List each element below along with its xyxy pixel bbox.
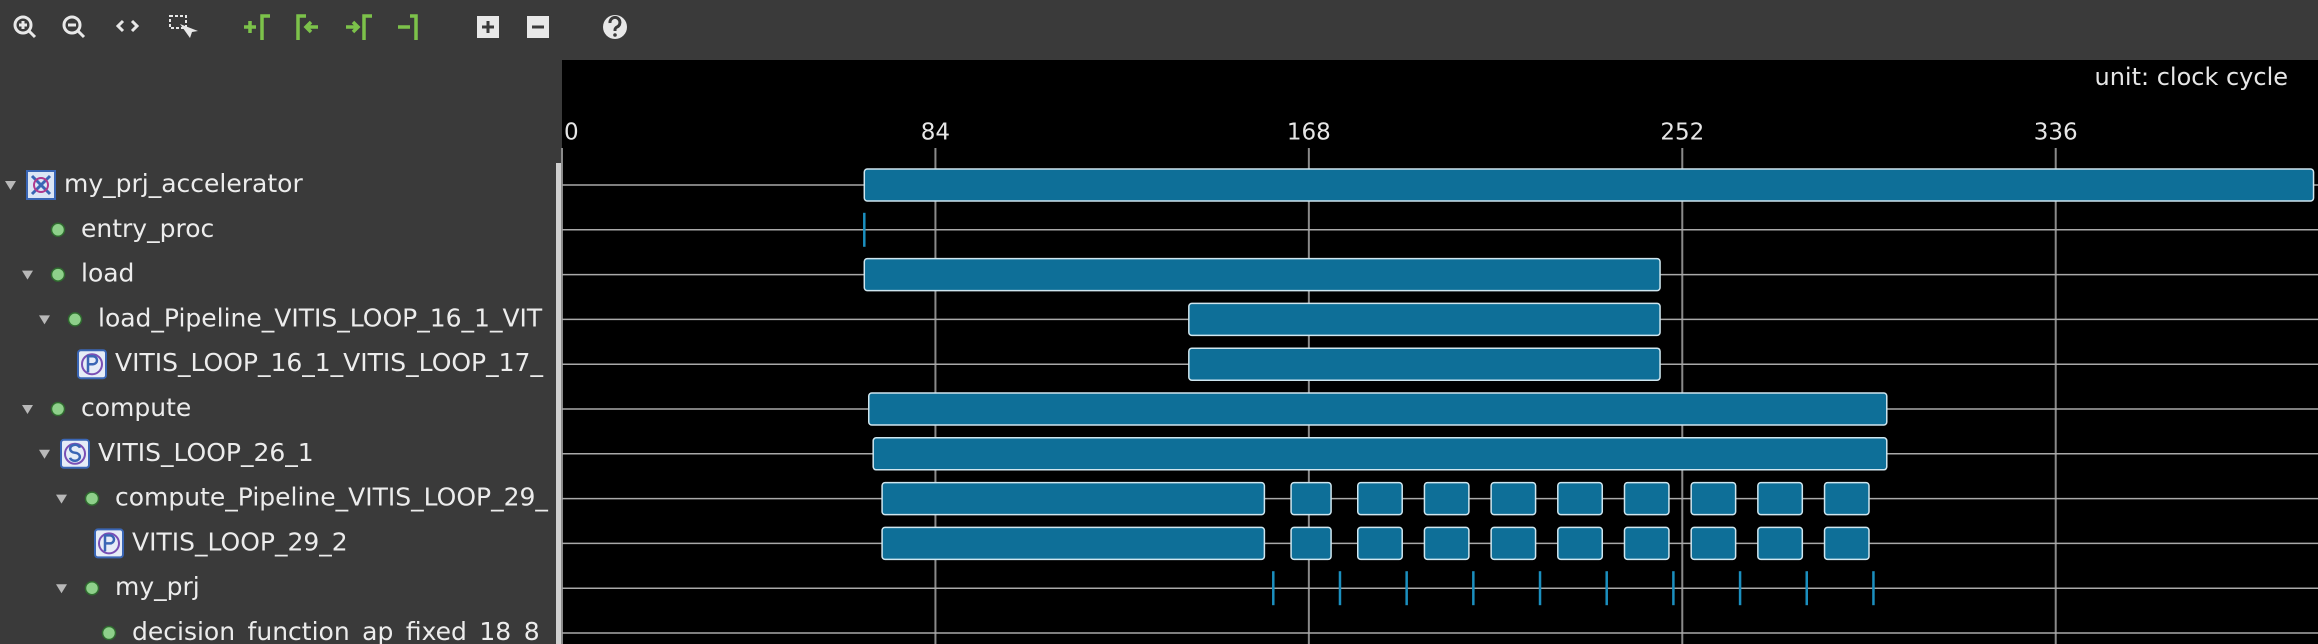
- bar[interactable]: [1290, 526, 1332, 561]
- tree-label[interactable]: compute_Pipeline_VITIS_LOOP_29_: [115, 483, 548, 512]
- bar[interactable]: [1490, 526, 1537, 561]
- bar[interactable]: [1188, 347, 1661, 381]
- tree-label[interactable]: my_prj: [115, 572, 200, 601]
- zoom-selection-button[interactable]: [169, 15, 198, 38]
- go-to-previous-button[interactable]: [296, 14, 318, 40]
- collapse-all-button[interactable]: [527, 16, 549, 38]
- icon-glyph: [86, 354, 99, 373]
- bar[interactable]: [1188, 302, 1661, 337]
- zoom-out-button[interactable]: [62, 15, 86, 39]
- bar[interactable]: [881, 481, 1266, 516]
- expand-all-button[interactable]: [477, 16, 499, 38]
- bar[interactable]: [1557, 526, 1604, 561]
- expander[interactable]: [39, 449, 50, 459]
- icon-ring: [33, 177, 49, 193]
- unit-label: unit: clock cycle: [2094, 63, 2288, 91]
- bar[interactable]: [1623, 481, 1670, 516]
- bar[interactable]: [1690, 526, 1737, 561]
- tree-label[interactable]: decision_function_ap_fixed_18_8: [132, 617, 540, 644]
- expander[interactable]: [22, 270, 33, 280]
- x-tick-label: 168: [1287, 120, 1331, 146]
- bar[interactable]: [867, 392, 1888, 426]
- x-tick-label: 252: [1660, 120, 1704, 146]
- module-icon: [50, 401, 66, 417]
- module-icon: [84, 491, 100, 506]
- icon-glyph: [103, 534, 116, 552]
- bar[interactable]: [1357, 526, 1403, 561]
- zoom-in-button[interactable]: [13, 15, 37, 39]
- expander[interactable]: [56, 494, 67, 504]
- icon-glyph: [30, 174, 52, 196]
- module-icon: [50, 222, 66, 238]
- expander[interactable]: [56, 584, 67, 594]
- go-to-start-button[interactable]: [244, 14, 270, 40]
- bar[interactable]: [1823, 481, 1870, 516]
- bar[interactable]: [881, 526, 1266, 561]
- x-tick-label: 336: [2034, 120, 2078, 146]
- tree-label[interactable]: load: [81, 259, 134, 288]
- zoom-fit-button[interactable]: [115, 19, 140, 33]
- bar[interactable]: [1423, 526, 1470, 561]
- bar[interactable]: [1490, 481, 1537, 516]
- bar[interactable]: [872, 437, 1888, 471]
- icon-ring: [81, 353, 103, 376]
- icon-ring: [98, 532, 120, 555]
- tree-label[interactable]: VITIS_LOOP_26_1: [98, 438, 314, 467]
- tree-label[interactable]: compute: [81, 393, 191, 422]
- sequential-icon: [60, 438, 90, 469]
- expander[interactable]: [22, 405, 33, 414]
- bar[interactable]: [863, 168, 2315, 202]
- toolbar: [0, 0, 2318, 60]
- module-icon: [84, 580, 100, 596]
- bar[interactable]: [1623, 526, 1670, 561]
- tree-label[interactable]: VITIS_LOOP_29_2: [132, 527, 348, 556]
- expander[interactable]: [39, 315, 50, 325]
- bar[interactable]: [1357, 481, 1403, 516]
- pipeline-icon: [77, 349, 107, 380]
- tree-label[interactable]: load_Pipeline_VITIS_LOOP_16_1_VIT: [98, 303, 543, 332]
- bar[interactable]: [863, 257, 1661, 292]
- expander[interactable]: [5, 181, 16, 190]
- bar[interactable]: [1757, 526, 1804, 561]
- pipeline-icon: [94, 528, 124, 559]
- tree-label[interactable]: my_prj_accelerator: [64, 169, 303, 198]
- bar[interactable]: [1690, 481, 1737, 516]
- tree-label[interactable]: VITIS_LOOP_16_1_VITIS_LOOP_17_: [115, 348, 543, 377]
- bar[interactable]: [1823, 526, 1870, 561]
- module-icon: [50, 267, 66, 282]
- bar[interactable]: [1423, 481, 1470, 516]
- x-tick-label: 84: [921, 120, 950, 146]
- accelerator-icon: [26, 170, 56, 200]
- bar[interactable]: [1290, 481, 1332, 516]
- bar[interactable]: [1757, 481, 1804, 516]
- x-tick-label: 0: [564, 120, 579, 146]
- bar[interactable]: [1557, 481, 1604, 516]
- tree-label[interactable]: entry_proc: [81, 214, 214, 243]
- splitter[interactable]: [556, 163, 563, 644]
- help-button[interactable]: [603, 15, 627, 39]
- icon-glyph: [68, 443, 82, 462]
- go-to-end-button[interactable]: [398, 14, 418, 40]
- module-icon: [101, 625, 117, 641]
- go-to-next-button[interactable]: [346, 14, 372, 40]
- module-icon: [67, 312, 83, 327]
